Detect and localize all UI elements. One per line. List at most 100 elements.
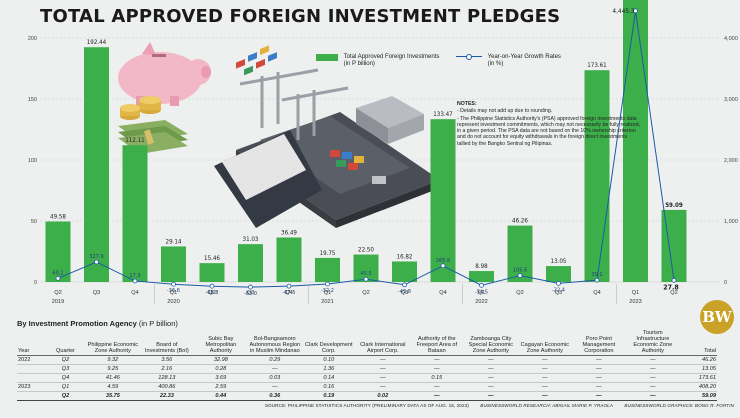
bar xyxy=(546,266,571,282)
table-cell: 0.29 xyxy=(247,355,302,365)
table-header-cell: Cagayan Economic Zone Authority xyxy=(517,330,572,356)
x-axis-quarter-label: Q3 xyxy=(555,290,562,296)
table-header-cell: Zamboanga City Special Economic Zone Aut… xyxy=(463,330,518,356)
table-cell: — xyxy=(571,391,626,401)
bar xyxy=(469,271,494,282)
x-axis-labels: Q2 Q3 Q4 Q1 Q2 Q3 Q4 Q1 Q2 Q3 Q4 Q1 Q2 Q3 Q4 Q1 Q2 2019 20… xyxy=(52,284,678,305)
table-cell: 0.03 xyxy=(247,373,302,383)
bar-value-label: 112.11 xyxy=(125,137,145,144)
axis-ticks: 200 150 100 50 0 4,000 3,000 2,000 1,000 0 xyxy=(28,36,738,286)
table-cell: — xyxy=(463,355,518,365)
right-axis-tick-label: 2,000 xyxy=(724,158,738,164)
x-axis-quarter-label: Q1 xyxy=(478,290,485,296)
table-cell xyxy=(17,364,46,374)
table-cell: 400.86 xyxy=(139,382,194,392)
legend-bar-swatch xyxy=(316,54,338,61)
table-header-cell: Clark International Airport Corp. xyxy=(355,330,410,356)
table-cell: — xyxy=(355,355,410,365)
growth-point xyxy=(517,273,523,278)
table-cell: Q1 xyxy=(45,382,86,392)
growth-point xyxy=(363,276,369,282)
x-axis-quarter-label: Q2 xyxy=(362,290,369,296)
table-header-row: Year Quarter Philippine Economic Zone Auth… xyxy=(17,330,717,356)
growth-point xyxy=(402,282,407,288)
table-cell: 0.02 xyxy=(355,391,410,401)
growth-point xyxy=(594,277,600,283)
table-cell: — xyxy=(355,373,410,383)
table-cell: — xyxy=(409,391,464,401)
table-title: By Investment Promotion Agency (in P bil… xyxy=(17,319,178,328)
table-cell: 59.09 xyxy=(679,391,717,401)
table-cell: — xyxy=(409,364,464,374)
table-cell: — xyxy=(571,382,626,392)
bar xyxy=(84,47,109,282)
table-cell: 1.36 xyxy=(301,364,356,374)
x-axis-quarter-label: Q2 xyxy=(208,290,215,296)
bar xyxy=(199,263,225,282)
table-cell: — xyxy=(463,364,518,374)
growth-point xyxy=(94,259,99,265)
legend-bar-unit: (in P billion) xyxy=(343,61,375,67)
notes-line-1: - Details may not add up due to rounding… xyxy=(457,108,553,115)
table-cell: Q3 xyxy=(45,364,86,374)
table-cell: — xyxy=(625,382,680,392)
bar xyxy=(392,261,417,282)
growth-point xyxy=(209,283,215,289)
table-cell: 128.13 xyxy=(139,373,194,383)
table-cell: — xyxy=(355,382,410,392)
table-cell: 3.69 xyxy=(193,373,248,383)
bar-value-label: 16.82 xyxy=(397,253,413,260)
x-axis-quarter-label: Q4 xyxy=(285,290,292,296)
growth-point xyxy=(440,263,446,269)
growth-value-label: 45.5 xyxy=(360,271,371,277)
table-header-cell: Tourism Infrastructure Economic Zone Aut… xyxy=(625,330,680,356)
x-axis-quarter-label: Q4 xyxy=(593,290,600,296)
bars-series xyxy=(45,0,687,283)
coin-stack-icon xyxy=(120,96,161,120)
table-cell xyxy=(17,373,46,383)
table-cell: — xyxy=(625,364,680,374)
growth-point xyxy=(248,284,253,290)
x-axis-quarter-label: Q3 xyxy=(93,290,100,296)
bar-labels: 49.58 192.44 112.11 29.14 15.46 31.03 36.49 19.… xyxy=(50,39,683,270)
table-cell: 0.15 xyxy=(409,373,464,383)
growth-value-label: -45.8 xyxy=(398,289,411,295)
table-cell: — xyxy=(355,364,410,374)
x-axis-quarter-label: Q4 xyxy=(131,290,138,296)
bar-value-label: 31.03 xyxy=(243,236,259,243)
x-axis-quarter-label: Q1 xyxy=(324,290,331,296)
table-cell: Q4 xyxy=(45,373,86,383)
x-axis-year-label: 2019 xyxy=(52,299,64,305)
bar-value-label: 59.09 xyxy=(665,202,683,209)
growth-value-label: -67.5 xyxy=(282,290,295,296)
illustration-piggy-bank-and-port xyxy=(118,42,440,228)
bar-value-label: 8.98 xyxy=(475,263,488,270)
table-cell: 2.59 xyxy=(193,382,248,392)
table-cell: — xyxy=(517,382,572,392)
table-cell: — xyxy=(517,373,572,383)
x-axis-quarter-label: Q4 xyxy=(439,290,446,296)
notes: NOTES: - Details may not add up due to r… xyxy=(457,101,642,148)
bar xyxy=(507,225,533,282)
table-title-text: By Investment Promotion Agency xyxy=(17,319,137,328)
bar-value-label: 13.05 xyxy=(551,258,567,265)
table-cell: 4.59 xyxy=(85,382,140,392)
growth-point xyxy=(633,8,638,14)
growth-point xyxy=(132,278,138,284)
growth-point xyxy=(556,280,561,286)
footer-source: SOURCE: PHILIPPINE STATISTICS AUTHORITY … xyxy=(264,403,469,408)
table-cell: — xyxy=(625,373,680,383)
footer-research: BUSINESSWORLD RESEARCH: ABIGAIL MARIE P.… xyxy=(480,403,613,408)
businessworld-logo: BW xyxy=(700,300,734,334)
right-axis-tick-label: 3,000 xyxy=(724,97,738,103)
left-axis-tick-label: 150 xyxy=(28,97,37,103)
bar xyxy=(623,0,648,282)
table-cell: 0.44 xyxy=(193,391,248,401)
table-cell: 0.14 xyxy=(301,373,356,383)
table-header-cell: Bol-Bangsamoro Autonomous Region in Musl… xyxy=(247,330,302,356)
bar xyxy=(122,145,148,282)
legend-line-swatch xyxy=(456,54,482,60)
growth-value-label: 17.3 xyxy=(129,273,140,279)
table-cell: 173.61 xyxy=(679,373,717,383)
chart: 49.58 192.44 112.11 29.14 15.46 31.03 36.49 19.… xyxy=(28,0,738,305)
